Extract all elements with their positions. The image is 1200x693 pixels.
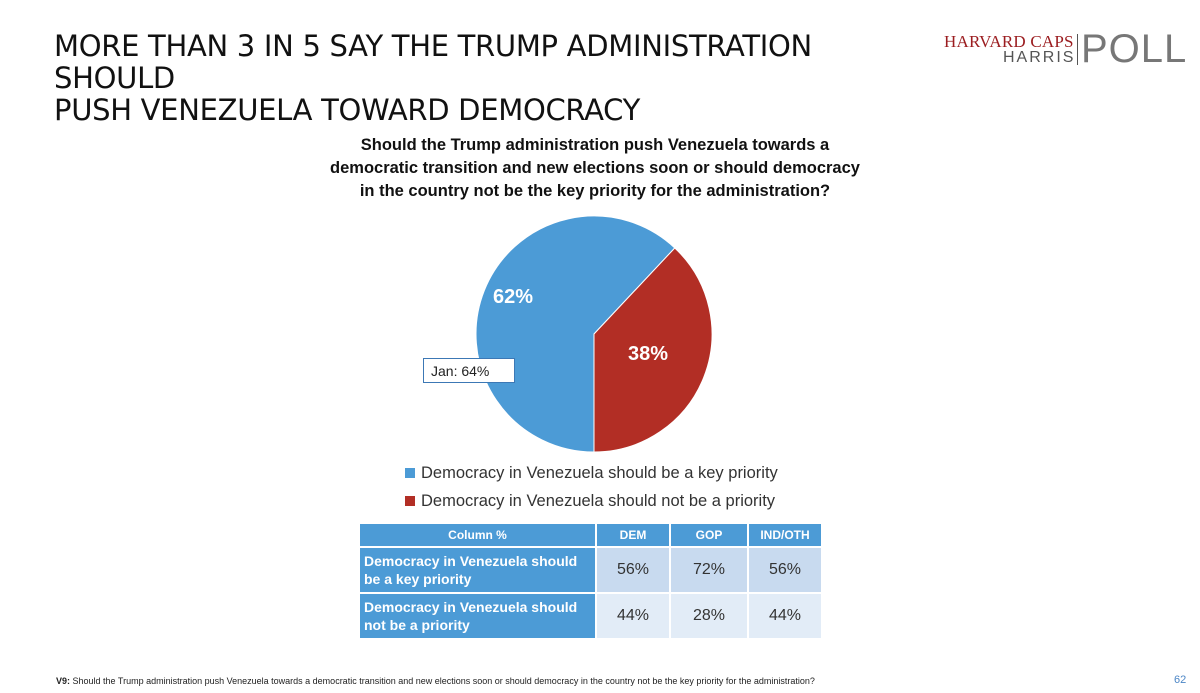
- jan-comparison-annotation: Jan: 64%: [423, 358, 515, 383]
- chart-legend: Democracy in Venezuela should be a key p…: [405, 459, 778, 515]
- table-cell: 56%: [749, 548, 821, 592]
- logo-harvard-caps: HARVARD CAPS: [944, 32, 1074, 51]
- table-cell: 44%: [749, 594, 821, 638]
- pie-slice-not-priority: [593, 247, 713, 453]
- pie-slice-key-priority: [475, 215, 676, 453]
- table-cell: 72%: [671, 548, 747, 592]
- legend-item-key-priority: Democracy in Venezuela should be a key p…: [405, 459, 778, 487]
- page-title-line-2: PUSH VENEZUELA TOWARD DEMOCRACY: [54, 93, 640, 127]
- legend-swatch-key-priority: [405, 468, 415, 478]
- chart-title-line-2: democratic transition and new elections …: [330, 159, 860, 177]
- pie-label-not-priority: 38%: [628, 343, 669, 365]
- table-header-row: Column % DEM GOP IND/OTH: [360, 524, 821, 546]
- chart-title-line-1: Should the Trump administration push Ven…: [360, 136, 830, 154]
- pie-label-key-priority: 62%: [493, 286, 534, 308]
- footnote: V9: Should the Trump administration push…: [56, 676, 815, 686]
- party-breakdown-table: Column % DEM GOP IND/OTH Democracy in Ve…: [358, 522, 823, 640]
- table-header-column-pct: Column %: [360, 524, 595, 546]
- table-header-ind-oth: IND/OTH: [749, 524, 821, 546]
- page-title-line-1: MORE THAN 3 IN 5 SAY THE TRUMP ADMINISTR…: [54, 29, 812, 95]
- legend-item-not-priority: Democracy in Venezuela should not be a p…: [405, 487, 778, 515]
- logo-harris: HARRIS: [1003, 49, 1076, 66]
- table-header-gop: GOP: [671, 524, 747, 546]
- legend-label-key-priority: Democracy in Venezuela should be a key p…: [421, 463, 778, 482]
- page-number: 62: [1174, 674, 1187, 686]
- table-cell: 44%: [597, 594, 669, 638]
- table-cell: 56%: [597, 548, 669, 592]
- table-row-label: Democracy in Venezuela should not be a p…: [360, 594, 595, 638]
- table-header-dem: DEM: [597, 524, 669, 546]
- page-title: MORE THAN 3 IN 5 SAY THE TRUMP ADMINISTR…: [54, 30, 884, 126]
- pie-chart: [475, 215, 713, 453]
- table-row: Democracy in Venezuela should be a key p…: [360, 548, 821, 592]
- legend-label-not-priority: Democracy in Venezuela should not be a p…: [421, 491, 776, 510]
- logo-divider: [1077, 34, 1078, 65]
- table-row-label: Democracy in Venezuela should be a key p…: [360, 548, 595, 592]
- chart-title: Should the Trump administration push Ven…: [330, 134, 860, 203]
- chart-title-line-3: in the country not be the key priority f…: [359, 182, 831, 200]
- harvard-caps-harris-poll-logo: HARVARD CAPS HARRIS POLL: [940, 27, 1186, 71]
- legend-swatch-not-priority: [405, 496, 415, 506]
- table-row: Democracy in Venezuela should not be a p…: [360, 594, 821, 638]
- footnote-text: Should the Trump administration push Ven…: [72, 676, 815, 686]
- footnote-code: V9:: [56, 676, 71, 686]
- logo-poll: POLL: [1081, 27, 1188, 71]
- table-cell: 28%: [671, 594, 747, 638]
